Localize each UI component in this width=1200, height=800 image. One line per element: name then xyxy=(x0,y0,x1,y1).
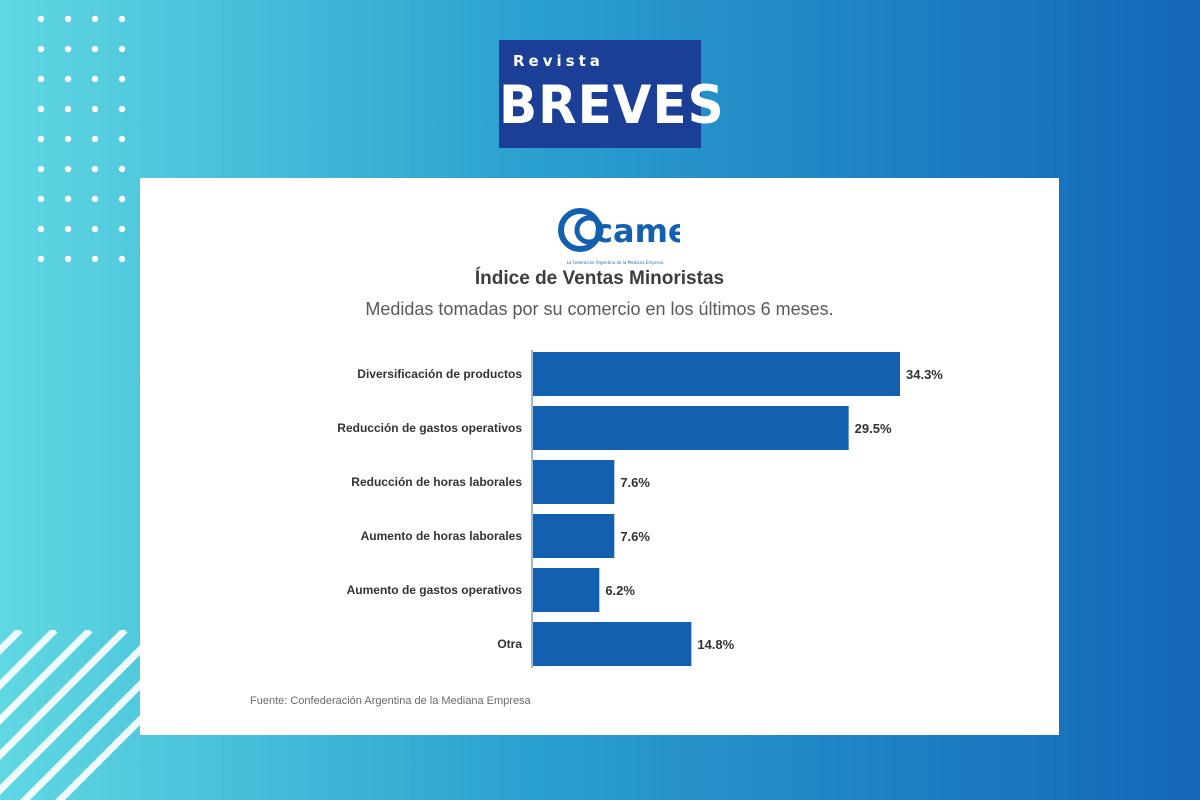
decor-dot xyxy=(37,225,45,233)
decor-dot xyxy=(64,45,72,53)
bar xyxy=(533,568,600,612)
decor-dot xyxy=(64,225,72,233)
source-note: Fuente: Confederación Argentina de la Me… xyxy=(250,695,531,707)
decor-dot xyxy=(118,75,126,83)
decor-dot xyxy=(118,225,126,233)
decor-dot xyxy=(118,45,126,53)
category-label: Reducción de horas laborales xyxy=(351,475,522,489)
decor-dot xyxy=(118,15,126,23)
svg-text:came: came xyxy=(594,212,680,250)
dot-grid-decoration xyxy=(37,15,126,263)
decor-dot xyxy=(64,255,72,263)
value-label: 6.2% xyxy=(605,583,635,598)
logo-big-text: BREVES xyxy=(499,74,725,136)
chart-title: Índice de Ventas Minoristas xyxy=(474,268,725,289)
came-logo: came xyxy=(558,208,680,252)
decor-dot xyxy=(118,165,126,173)
bar xyxy=(533,352,900,396)
decor-dot xyxy=(37,255,45,263)
decor-dot xyxy=(64,105,72,113)
bar-chart: Diversificación de productos 34.3% Reducci… xyxy=(337,350,943,668)
chart-card: came La Federación Argentina de la Media… xyxy=(140,178,1059,735)
decor-dot xyxy=(37,15,45,23)
decor-dot xyxy=(118,195,126,203)
category-label: Diversificación de productos xyxy=(357,367,522,381)
decor-dot xyxy=(118,135,126,143)
decor-dot xyxy=(64,165,72,173)
decor-dot xyxy=(37,135,45,143)
decor-dot xyxy=(118,105,126,113)
value-label: 7.6% xyxy=(620,475,650,490)
decor-dot xyxy=(91,75,99,83)
value-label: 7.6% xyxy=(620,529,650,544)
decor-dot xyxy=(64,15,72,23)
logo-small-text: Revista xyxy=(513,52,604,70)
decor-dot xyxy=(91,165,99,173)
category-label: Aumento de gastos operativos xyxy=(347,583,523,597)
decor-dot xyxy=(64,135,72,143)
revista-breves-logo[interactable]: Revista BREVES xyxy=(499,40,725,148)
decor-dot xyxy=(64,75,72,83)
decor-dot xyxy=(37,195,45,203)
value-label: 29.5% xyxy=(855,421,892,436)
decor-dot xyxy=(91,135,99,143)
decor-dot xyxy=(37,165,45,173)
category-label: Otra xyxy=(497,637,522,651)
decor-dot xyxy=(91,45,99,53)
value-label: 14.8% xyxy=(697,637,734,652)
decor-dot xyxy=(91,15,99,23)
came-tagline: La Federación Argentina de la Mediana Em… xyxy=(566,260,664,265)
category-label: Aumento de horas laborales xyxy=(361,529,523,543)
decor-dot xyxy=(37,105,45,113)
bar xyxy=(533,460,615,504)
value-label: 34.3% xyxy=(906,367,943,382)
decor-dot xyxy=(91,225,99,233)
category-label: Reducción de gastos operativos xyxy=(337,421,522,435)
bar xyxy=(533,622,692,666)
decor-dot xyxy=(91,255,99,263)
decor-dot xyxy=(37,75,45,83)
bar xyxy=(533,514,615,558)
decor-dot xyxy=(118,255,126,263)
decor-dot xyxy=(64,195,72,203)
decor-dot xyxy=(91,105,99,113)
bar xyxy=(533,406,849,450)
decor-dot xyxy=(37,45,45,53)
chart-subtitle: Medidas tomadas por su comercio en los ú… xyxy=(365,299,834,319)
decor-dot xyxy=(91,195,99,203)
